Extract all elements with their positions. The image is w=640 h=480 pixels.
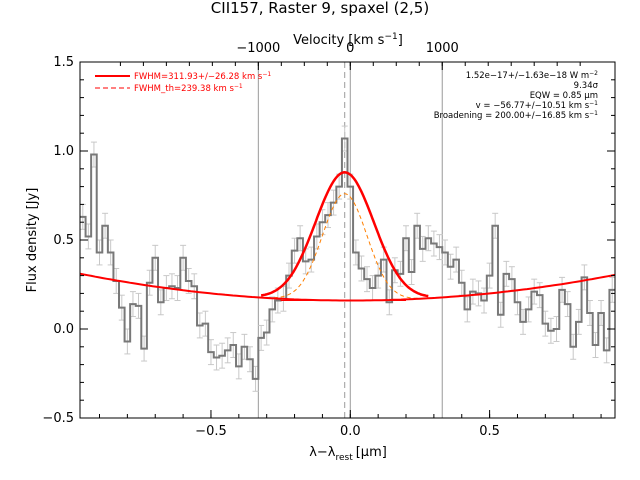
x-tick-label: 0.5 — [479, 424, 500, 439]
x-axis-label: λ−λrest [μm] — [309, 445, 387, 463]
top-axis-label: Velocity [km s−1] — [293, 32, 403, 48]
legend-entry: FWHM_th=239.38 km s−1 — [134, 83, 243, 94]
plot-area: −0.5 0.0 0.5 1.0 1.5 −0.5 0.0 0.5 −1000 0 1000 — [42, 41, 616, 439]
continuum-fit — [79, 272, 616, 302]
y-tick-label: 1.0 — [53, 144, 74, 159]
fit-annotation: 9.34σ — [574, 81, 599, 91]
top-tick-label: 1000 — [426, 41, 459, 56]
x-tick-label: −0.5 — [195, 424, 227, 439]
chart-title: CII157, Raster 9, spaxel (2,5) — [211, 0, 429, 17]
y-tick-label: 1.5 — [53, 55, 74, 70]
total-fit — [260, 171, 429, 298]
y-tick-label: −0.5 — [42, 411, 74, 426]
legend-entry: FWHM=311.93+/−26.28 km s−1 — [134, 71, 271, 82]
fit-annotation: Broadening = 200.00+/−16.85 km s−1 — [434, 110, 598, 121]
data-spectrum — [80, 137, 615, 380]
thermal-fit-dashed — [266, 193, 420, 299]
x-tick-label: 0.0 — [340, 424, 361, 439]
fit-annotation: EQW = 0.85 μm — [530, 91, 598, 101]
top-tick-label: 0 — [346, 41, 354, 56]
y-axis-label: Flux density [Jy] — [25, 188, 40, 293]
y-tick-label: 0.0 — [53, 322, 74, 337]
legend: FWHM=311.93+/−26.28 km s−1FWHM_th=239.38… — [95, 71, 271, 94]
top-tick-label: −1000 — [236, 41, 280, 56]
y-tick-label: 0.5 — [53, 233, 74, 248]
fit-annotation: 1.52e−17+/−1.63e−18 W m−2 — [466, 70, 598, 81]
fit-annotation: v = −56.77+/−10.51 km s−1 — [476, 100, 599, 111]
